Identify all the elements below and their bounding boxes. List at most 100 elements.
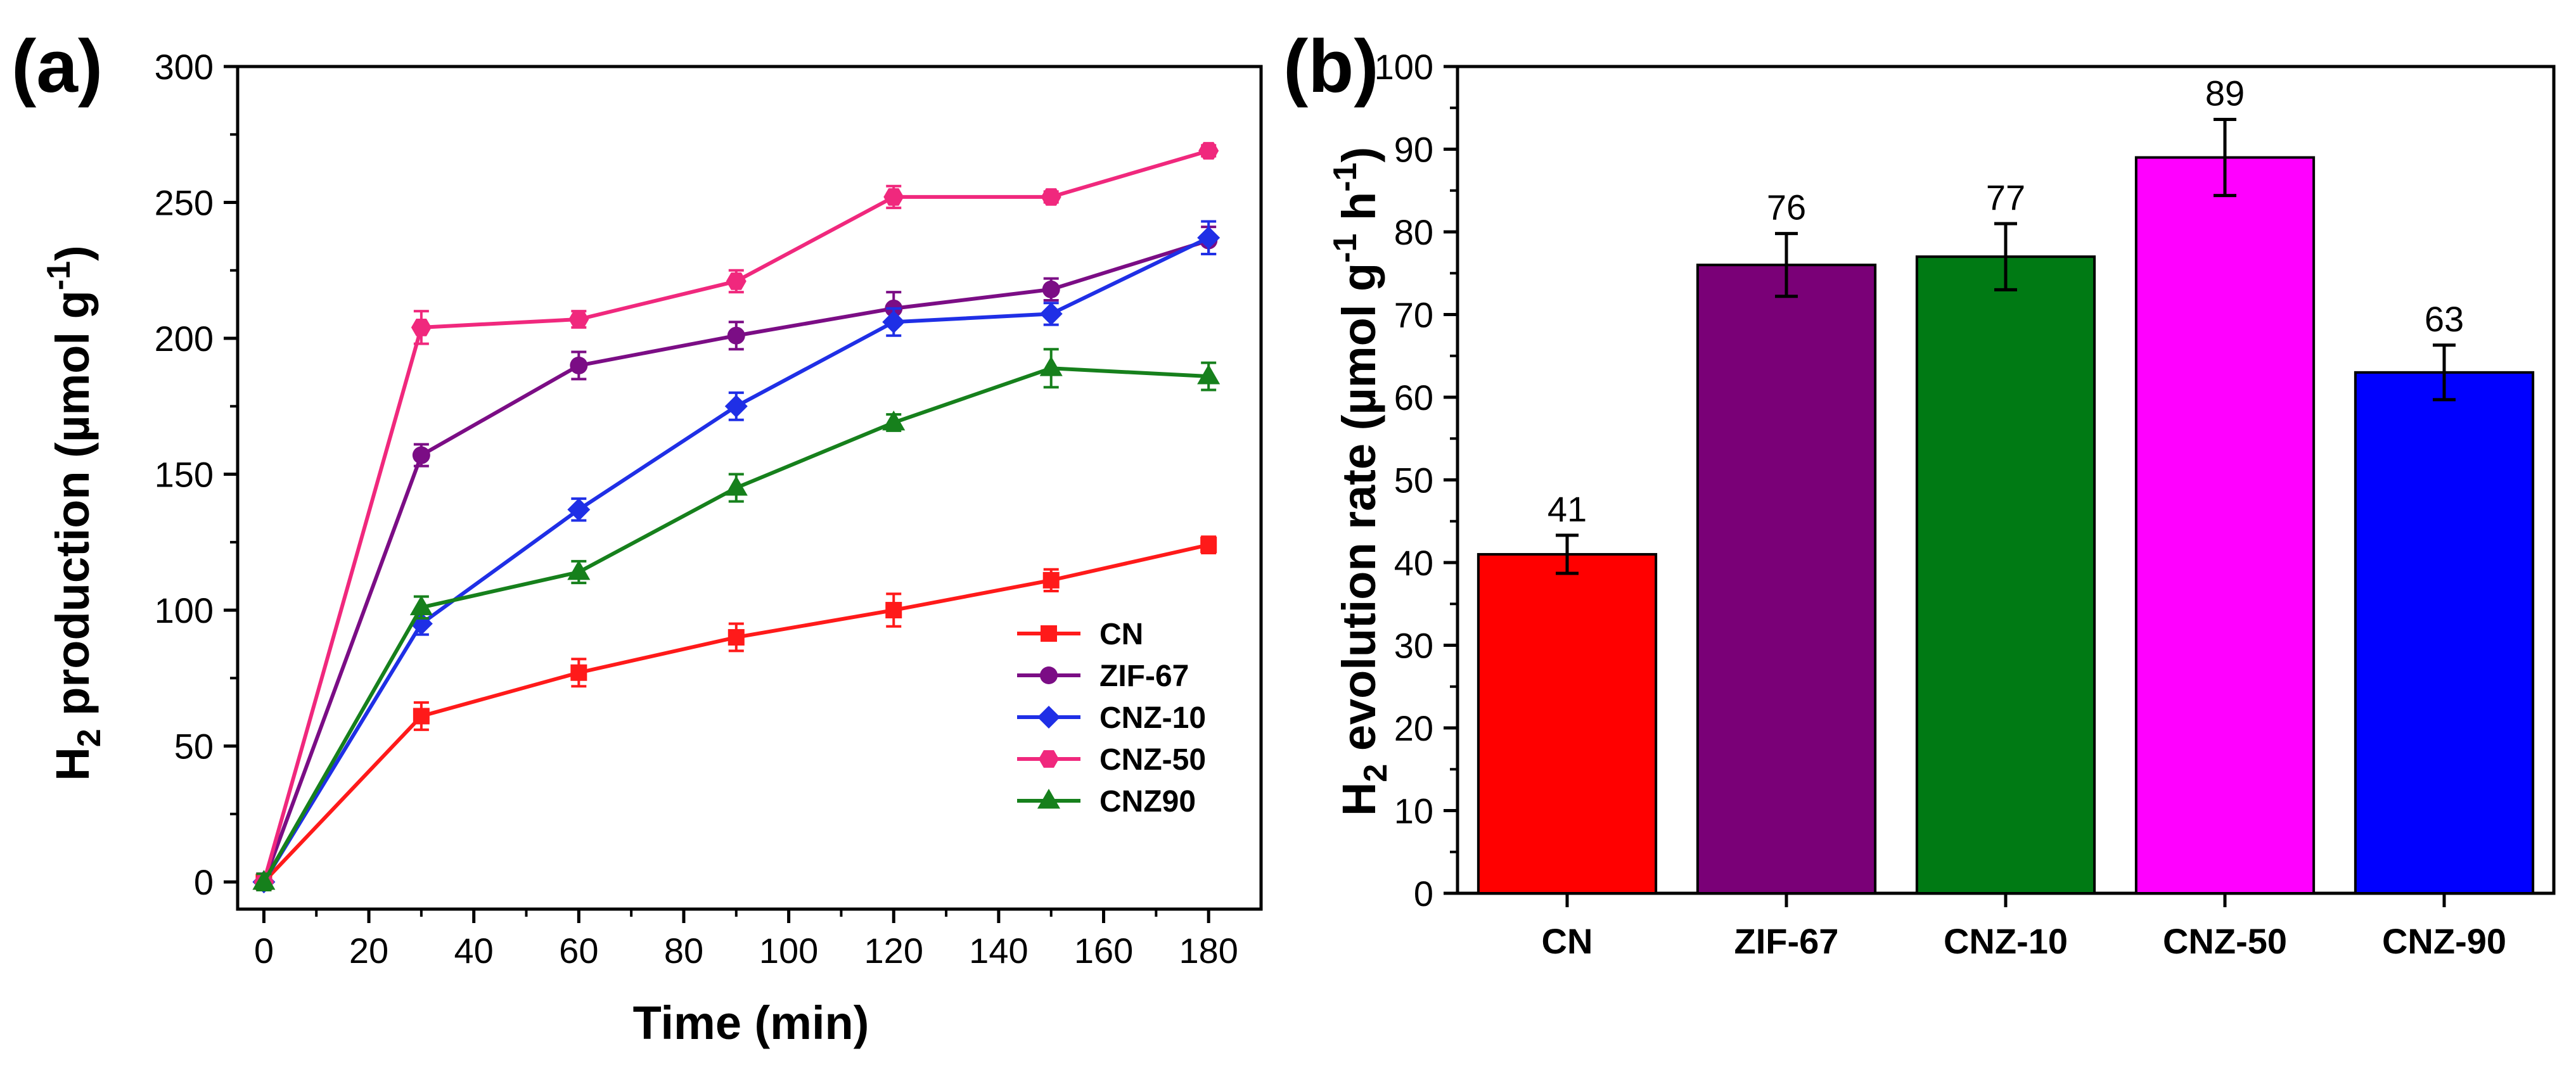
legend-marker [1041,625,1057,642]
bar [2134,156,2316,895]
category-label: CN [1542,921,1593,961]
data-point [885,602,902,619]
data-point [726,272,747,290]
panel-a-plot: 0 20 40 60 80 100 120 140 160 180 0 50 100 150 200 250 3… [155,47,1263,971]
y-tick-label: 200 [155,319,214,359]
panel-b-y-title-main: H [1333,782,1385,816]
data-point [882,310,906,334]
y-tick-label: 60 [1394,378,1433,417]
data-point [1039,356,1063,376]
category-label: ZIF-67 [1734,921,1839,961]
legend-marker [1037,706,1060,729]
data-point [1197,364,1221,385]
data-point [724,476,748,496]
y-tick-label: 30 [1394,626,1433,666]
bar [1477,552,1658,895]
y-tick-label: 250 [155,183,214,223]
legend-label: CNZ-50 [1099,743,1206,777]
legend-item: CNZ90 [1017,785,1196,819]
data-point [1042,280,1060,298]
data-point [411,319,432,336]
y-tick-label: 100 [1375,47,1433,87]
data-point [724,395,748,418]
series-CNZ90 [252,348,1221,891]
data-point [727,628,745,646]
data-point [412,446,430,464]
panel-b-y-title-sub: 2 [1357,764,1394,782]
bar-group-CN: 41 CN [1477,489,1658,961]
category-label: CNZ-10 [1944,921,2068,961]
panel-b-y-axis-title: H2 evolution rate (µmol g-1 h-1) [1327,147,1394,816]
y-tick-label: 20 [1394,708,1433,748]
y-tick-label: 70 [1394,295,1433,335]
panel-b-y-title-sup: -1 [1327,234,1364,263]
legend-marker [1040,666,1058,684]
legend-item: CNZ-50 [1017,743,1206,777]
y-tick-label: 100 [155,590,214,630]
bar [1915,255,2096,895]
bar-value-label: 89 [2205,73,2245,113]
panel-a: (a) 0 20 40 60 80 100 120 140 160 180 0 50 100 150 200… [11,25,1263,1049]
data-point [1041,188,1061,206]
x-tick-label: 20 [349,931,388,971]
panel-b: (b) 0 10 20 30 40 50 60 70 80 90 100 41 CN 76 ZIF-67 77… [1283,25,2556,961]
panel-b-plot: 0 10 20 30 40 50 60 70 80 90 100 41 CN 76 ZIF-67 77 CNZ-… [1375,47,2556,961]
panel-a-y-title-sup: -1 [41,261,77,290]
bar-group-CNZ-90: 63 CNZ-90 [2354,299,2535,961]
legend-label: ZIF-67 [1099,660,1189,693]
panel-b-y-title-end: ) [1333,147,1385,163]
y-tick-label: 50 [1394,461,1433,500]
x-tick-label: 80 [664,931,703,971]
data-point [882,411,906,431]
panel-a-y-axis-title: H2 production (µmol g-1) [41,245,108,781]
legend-marker [1039,750,1059,768]
panel-b-y-title-sup2: -1 [1327,163,1364,192]
legend-label: CNZ90 [1099,785,1196,819]
series-line [262,149,1210,883]
data-point [252,870,276,890]
y-tick-label: 0 [194,862,214,902]
legend-item: CNZ-10 [1017,701,1206,735]
data-point [568,310,589,328]
legend-item: CN [1017,618,1143,651]
x-tick-label: 0 [254,931,274,971]
legend-item: ZIF-67 [1017,660,1189,693]
y-tick-label: 90 [1394,130,1433,170]
y-tick-label: 80 [1394,212,1433,252]
y-tick-label: 150 [155,455,214,495]
bar-group-ZIF-67: 76 ZIF-67 [1696,188,1877,961]
category-label: CNZ-50 [2163,921,2287,961]
data-point [727,326,745,345]
series-line [262,543,1209,884]
data-point [570,356,588,374]
data-point [570,664,587,681]
legend-label: CN [1099,618,1143,651]
legend-marker [1037,789,1061,809]
y-tick-label: 40 [1394,543,1433,583]
y-tick-label: 0 [1414,874,1433,914]
panel-b-label: (b) [1283,25,1379,108]
bar-value-label: 63 [2425,299,2464,339]
data-point [567,498,591,521]
plot-frame [236,65,1263,911]
data-point [1042,571,1060,589]
bar [1696,264,1877,895]
x-tick-label: 160 [1074,931,1133,971]
bar-group-CNZ-10: 77 CNZ-10 [1915,177,2096,961]
panel-a-label: (a) [11,25,103,108]
bar-group-CNZ-50: 89 CNZ-50 [2134,73,2316,961]
bar [2354,371,2535,895]
category-label: CNZ-90 [2382,921,2506,961]
panel-a-y-title-end: ) [46,245,99,261]
panel-a-y-title-main: H [46,747,99,781]
data-point [413,708,430,725]
y-tick-label: 10 [1394,791,1433,831]
x-tick-label: 140 [969,931,1028,971]
x-tick-label: 60 [559,931,598,971]
data-point [1198,142,1219,160]
y-tick-label: 300 [155,47,214,87]
x-tick-label: 100 [759,931,818,971]
panel-b-y-title-mid: h [1333,192,1385,234]
data-point [567,560,591,580]
